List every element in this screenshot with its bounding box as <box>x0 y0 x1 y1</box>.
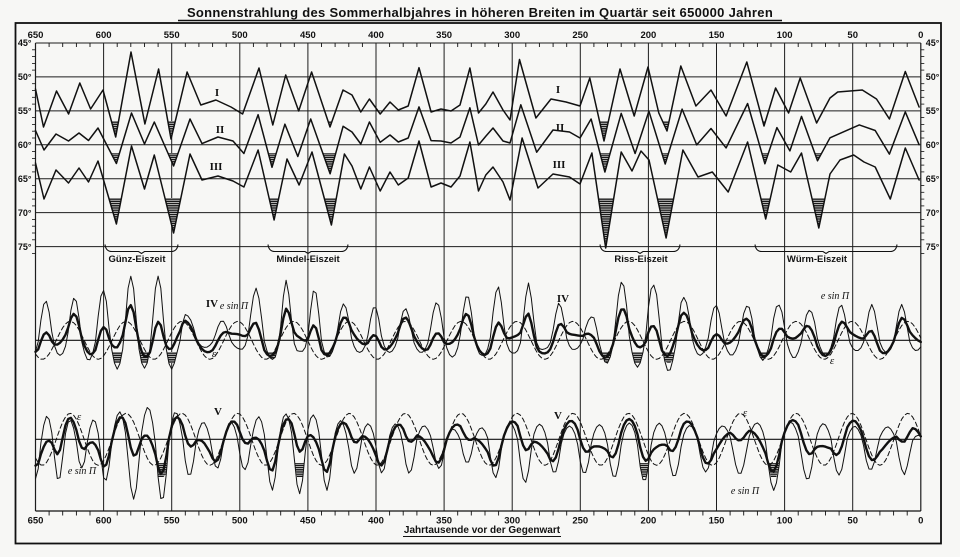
svg-text:IV: IV <box>557 293 569 305</box>
svg-text:75°: 75° <box>18 242 32 252</box>
svg-text:400: 400 <box>368 516 384 527</box>
svg-text:50°: 50° <box>18 72 32 82</box>
svg-text:65°: 65° <box>926 174 940 184</box>
svg-text:650: 650 <box>28 30 44 41</box>
svg-text:500: 500 <box>232 30 248 41</box>
svg-text:II: II <box>556 122 565 134</box>
svg-text:III: III <box>210 161 223 173</box>
svg-text:600: 600 <box>96 516 112 527</box>
svg-text:0: 0 <box>918 30 923 41</box>
svg-text:50°: 50° <box>926 72 940 82</box>
svg-text:650: 650 <box>28 516 44 527</box>
svg-text:Riss-Eiszeit: Riss-Eiszeit <box>614 254 668 265</box>
svg-text:450: 450 <box>300 516 316 527</box>
svg-text:300: 300 <box>504 30 520 41</box>
svg-text:250: 250 <box>572 30 588 41</box>
svg-text:200: 200 <box>640 30 656 41</box>
svg-text:550: 550 <box>164 516 180 527</box>
svg-text:e sin Π: e sin Π <box>821 291 850 302</box>
svg-text:III: III <box>553 159 566 171</box>
svg-text:Jahrtausende vor der Gegenw: Jahrtausende vor der Gegenwart <box>404 525 561 536</box>
svg-text:250: 250 <box>572 516 588 527</box>
svg-text:45°: 45° <box>18 38 32 48</box>
svg-text:70°: 70° <box>18 208 32 218</box>
svg-text:Würm-Eiszeit: Würm-Eiszeit <box>787 254 848 265</box>
svg-text:ε: ε <box>212 348 217 360</box>
svg-text:IV: IV <box>206 298 218 310</box>
svg-text:100: 100 <box>777 516 793 527</box>
svg-text:350: 350 <box>436 516 452 527</box>
svg-text:Günz-Eiszeit: Günz-Eiszeit <box>108 254 166 265</box>
svg-text:V: V <box>214 406 222 418</box>
svg-text:150: 150 <box>709 516 725 527</box>
svg-text:550: 550 <box>164 30 180 41</box>
svg-text:300: 300 <box>504 516 520 527</box>
svg-text:55°: 55° <box>926 106 940 116</box>
svg-text:45°: 45° <box>926 38 940 48</box>
svg-text:I: I <box>556 84 560 96</box>
svg-text:I: I <box>215 87 219 99</box>
svg-text:ε: ε <box>830 355 835 367</box>
svg-text:65°: 65° <box>18 174 32 184</box>
svg-text:e sin Π: e sin Π <box>68 466 97 477</box>
svg-text:ε: ε <box>77 411 82 423</box>
svg-text:60°: 60° <box>18 140 32 150</box>
svg-text:V: V <box>554 410 562 422</box>
svg-text:ε: ε <box>743 407 748 419</box>
svg-text:600: 600 <box>96 30 112 41</box>
svg-text:Sonnenstrahlung des Sommerhal: Sonnenstrahlung des Sommerhalbjahres in … <box>187 5 773 20</box>
svg-text:70°: 70° <box>926 208 940 218</box>
svg-text:100: 100 <box>777 30 793 41</box>
svg-text:Mindel-Eiszeit: Mindel-Eiszeit <box>276 254 340 265</box>
svg-text:400: 400 <box>368 30 384 41</box>
svg-text:0: 0 <box>918 516 923 527</box>
svg-text:55°: 55° <box>18 106 32 116</box>
svg-text:75°: 75° <box>926 242 940 252</box>
svg-text:350: 350 <box>436 30 452 41</box>
svg-text:500: 500 <box>232 516 248 527</box>
svg-text:150: 150 <box>709 30 725 41</box>
svg-text:450: 450 <box>300 30 316 41</box>
svg-text:e sin Π: e sin Π <box>731 486 760 497</box>
svg-text:60°: 60° <box>926 140 940 150</box>
svg-text:II: II <box>216 124 225 136</box>
svg-text:50: 50 <box>847 30 858 41</box>
svg-text:50: 50 <box>847 516 858 527</box>
svg-text:e sin Π: e sin Π <box>220 301 249 312</box>
svg-text:200: 200 <box>640 516 656 527</box>
